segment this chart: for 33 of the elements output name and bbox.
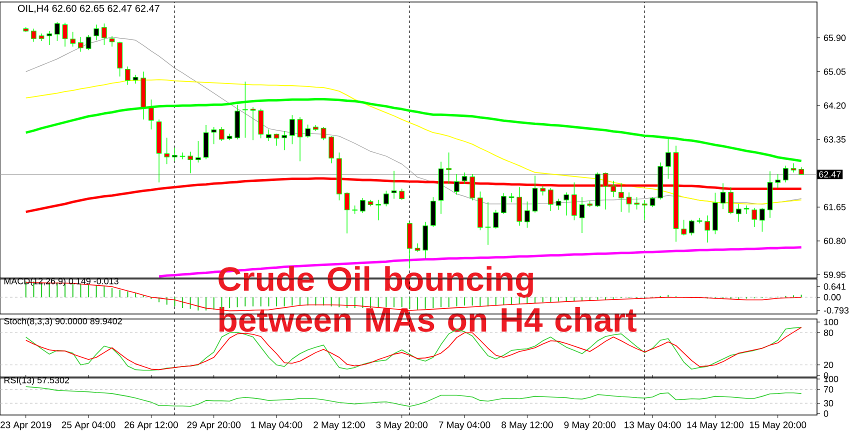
y-tick-label: -0.793: [824, 307, 849, 314]
x-tick-label: 3 May 20:00: [376, 422, 428, 430]
x-tick-label: 25 Apr 04:00: [62, 422, 116, 430]
x-tick-label: 2 May 12:00: [314, 422, 365, 430]
y-tick-label: 63.35: [824, 136, 846, 143]
x-tick-label: 14 May 12:00: [687, 422, 744, 430]
y-tick-label: 65.90: [824, 34, 846, 42]
x-tick-label: 15 May 20:00: [750, 422, 806, 430]
x-tick-label: 13 May 04:00: [624, 422, 681, 430]
y-tick-label: 80: [824, 330, 834, 336]
ref-line-label: 62.47: [819, 171, 841, 178]
y-tick-label: 0: [824, 410, 828, 417]
y-tick-label: 64.20: [824, 102, 846, 109]
y-tick-label: 0.00: [824, 294, 841, 300]
x-tick-label: 26 Apr 12:00: [124, 422, 178, 430]
y-tick-label: 59.95: [824, 272, 846, 278]
x-tick-label: 7 May 04:00: [438, 422, 490, 430]
x-tick-label: 23 Apr 2019: [0, 422, 52, 430]
x-tick-label: 1 May 04:00: [251, 422, 302, 430]
y-tick-label: 70: [824, 386, 834, 393]
y-tick-label: 61.65: [824, 204, 846, 210]
y-tick-label: 65.05: [824, 68, 846, 75]
y-tick-label: 100: [824, 318, 838, 326]
chart-title: Stoch(8,3,3) 90.0000 89.9402: [4, 318, 122, 326]
y-tick-label: 20: [824, 362, 834, 368]
x-tick-label: 29 Apr 20:00: [187, 422, 241, 430]
x-tick-label: 9 May 20:00: [564, 422, 616, 430]
x-tick-label: 8 May 12:00: [502, 422, 553, 430]
y-tick-label: 60.80: [824, 238, 846, 244]
y-tick-label: 0.641: [824, 283, 846, 290]
y-tick-label: 30: [824, 400, 834, 406]
chart-title: RSI(13) 57.5302: [4, 376, 70, 386]
chart-subtitle: OIL,H4 62.60 62.65 62.47 62.47: [18, 4, 160, 14]
